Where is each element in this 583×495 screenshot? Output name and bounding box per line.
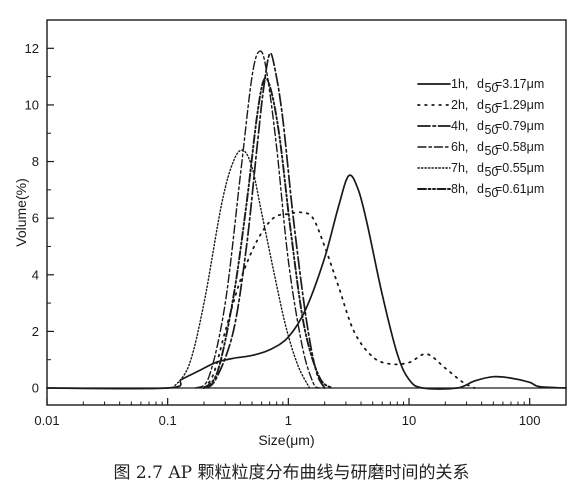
legend-d50-value: =3.17μm [495,77,544,91]
legend-d50-subscript: 50 [485,123,499,137]
y-tick-label: 0 [32,381,39,396]
series-line-7h [171,149,311,389]
legend-d50-symbol: d [477,98,484,112]
legend-d50-value: =0.61μm [495,182,544,196]
legend-d50-value: =0.55μm [495,161,544,175]
series-line-6h [194,50,320,389]
legend-time: 4h, [451,119,468,133]
series-line-1h [46,174,567,390]
legend-d50-subscript: 50 [485,144,499,158]
legend-time: 2h, [451,98,468,112]
legend-time: 1h, [451,77,468,91]
y-tick-label: 10 [25,97,39,112]
legend-d50-subscript: 50 [485,102,499,116]
legend-d50-symbol: d [477,77,484,91]
legend-d50-value: =0.79μm [495,119,544,133]
series-line-2h [203,211,476,389]
x-tick-label: 10 [402,413,416,428]
y-tick-label: 4 [32,267,39,282]
legend-d50-value: =1.29μm [495,98,544,112]
y-tick-label: 2 [32,324,39,339]
legend-d50-value: =0.58μm [495,140,544,154]
legend-d50-subscript: 50 [485,81,499,95]
figure-caption: 图 2.7 AP 颗粒粒度分布曲线与研磨时间的关系 [113,463,470,483]
plot-border [46,19,567,406]
x-tick-label: 100 [519,413,541,428]
y-tick-label: 12 [25,41,39,56]
legend-d50-subscript: 50 [485,186,499,200]
chart: 0.01 0.1 1 10 100 0 2 4 6 8 10 12 Size(μm) Volume(%)… [13,19,567,448]
x-tick-label: 0.1 [159,413,177,428]
x-tick-label: 0.01 [34,413,59,428]
legend-time: 7h, [451,161,468,175]
legend-d50-symbol: d [477,140,484,154]
legend-d50-symbol: d [477,161,484,175]
legend-time: 6h, [451,140,468,154]
y-tick-label: 6 [32,211,39,226]
y-tick-label: 8 [32,154,39,169]
legend-d50-subscript: 50 [485,165,499,179]
x-tick-label: 1 [285,413,292,428]
series-line-8h [203,77,333,389]
legend-d50-symbol: d [477,119,484,133]
x-axis-label: Size(μm) [258,432,314,448]
series-line-4h [203,52,326,389]
y-axis-label: Volume(%) [13,178,29,246]
legend-time: 8h, [451,182,468,196]
legend-d50-symbol: d [477,182,484,196]
